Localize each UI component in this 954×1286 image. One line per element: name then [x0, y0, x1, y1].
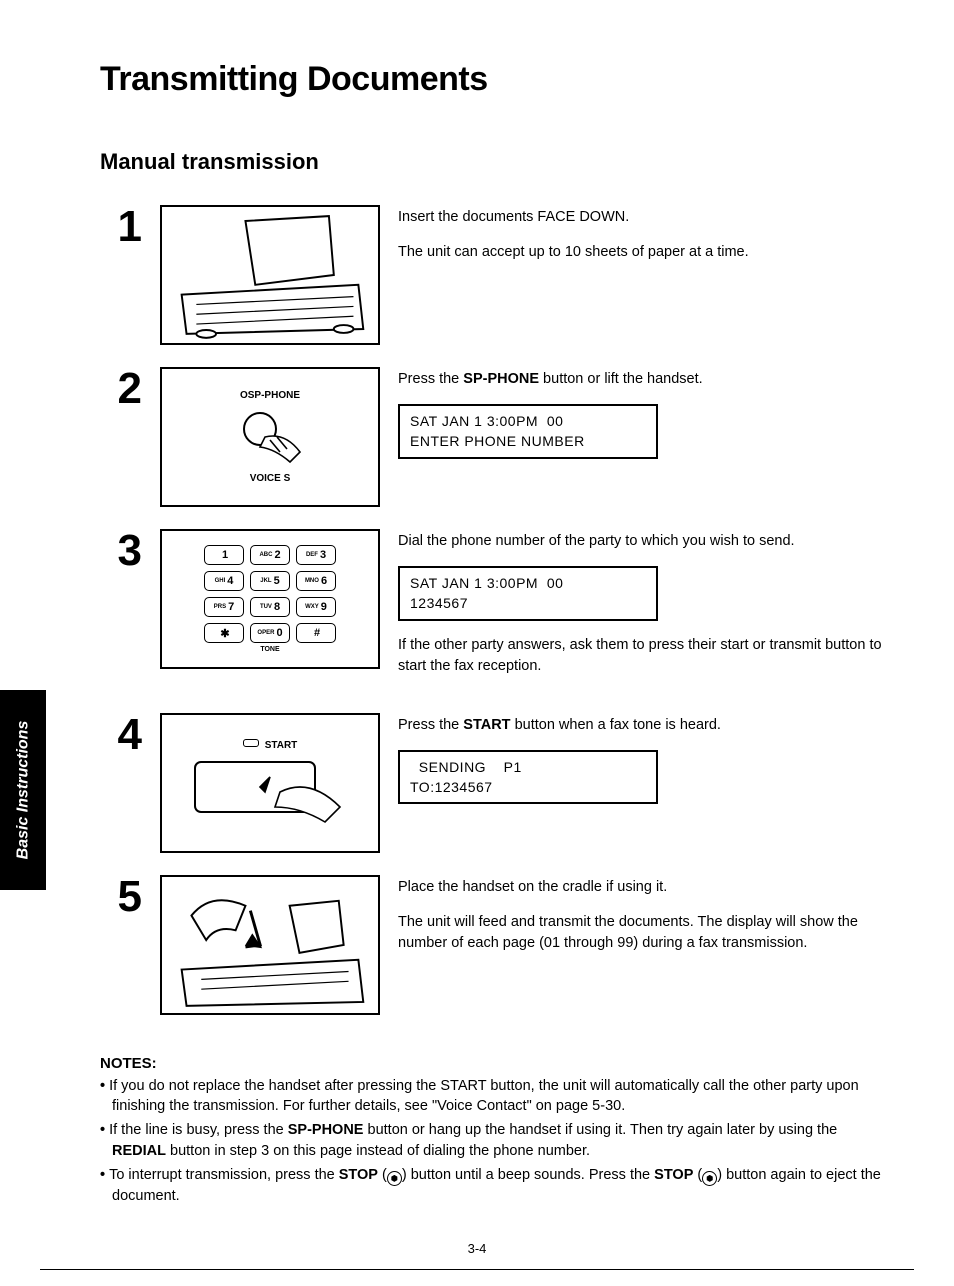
step-description: Press the START button when a fax tone i…	[398, 713, 884, 819]
lcd-display: SAT JAN 1 3:00PM 001234567	[398, 566, 658, 621]
keypad-key: TUV8	[250, 597, 290, 617]
step-illustration: OSP-PHONE VOICE S	[160, 367, 380, 507]
bold-text: REDIAL	[112, 1143, 166, 1159]
step-illustration	[160, 875, 380, 1015]
bold-text: SP-PHONE	[288, 1122, 364, 1138]
keypad-key: ABC2	[250, 545, 290, 565]
lcd-line2: 1234567	[410, 593, 646, 613]
keypad-key: WXY9	[296, 597, 336, 617]
step-illustration: 1 ABC2 DEF3 GHI4 JKL5 MNO6 PRS7 TUV8 WXY9 ✱ OPER0 #…	[160, 529, 380, 669]
bold-text: START	[463, 717, 510, 733]
lcd-line2: ENTER PHONE NUMBER	[410, 431, 646, 451]
step-number: 1	[100, 205, 142, 249]
keypad-key: DEF3	[296, 545, 336, 565]
keypad-key: #	[296, 623, 336, 643]
keypad-key: GHI4	[204, 571, 244, 591]
keypad-key: 1	[204, 545, 244, 565]
step-text: Place the handset on the cradle if using…	[398, 877, 884, 898]
step: 2 OSP-PHONE VOICE S Press the SP-PHONE b…	[100, 367, 884, 507]
stop-icon	[702, 1171, 717, 1186]
lcd-display: SENDING P1TO:1234567	[398, 750, 658, 805]
steps-container: 1 Insert the documents FACE DOWN. The uni…	[100, 205, 884, 1015]
lcd-line1: SAT JAN 1 3:00PM 00	[410, 411, 646, 431]
step-description: Place the handset on the cradle if using…	[398, 875, 884, 968]
page-number: 3-4	[0, 1241, 954, 1256]
section-subtitle: Manual transmission	[100, 149, 884, 175]
step-number: 3	[100, 529, 142, 573]
note-item: If you do not replace the handset after …	[100, 1076, 884, 1117]
step-text: Insert the documents FACE DOWN.	[398, 207, 884, 228]
step: 3 1 ABC2 DEF3 GHI4 JKL5 MNO6 PRS7 TUV8 WXY9 ✱ OPER0…	[100, 529, 884, 691]
step-description: Insert the documents FACE DOWN. The unit …	[398, 205, 884, 277]
step-number: 2	[100, 367, 142, 411]
step: 5 Place the handset on the cradle if usi…	[100, 875, 884, 1015]
lcd-display: SAT JAN 1 3:00PM 00ENTER PHONE NUMBER	[398, 404, 658, 459]
il-label-bottom: VOICE S	[250, 473, 291, 484]
step: 1 Insert the documents FACE DOWN. The uni…	[100, 205, 884, 345]
step-description: Dial the phone number of the party to wh…	[398, 529, 884, 691]
step-description: Press the SP-PHONE button or lift the ha…	[398, 367, 884, 473]
step-text-2: The unit will feed and transmit the docu…	[398, 912, 884, 954]
keypad: 1 ABC2 DEF3 GHI4 JKL5 MNO6 PRS7 TUV8 WXY9 ✱ OPER0 #	[204, 545, 336, 643]
note-item: If the line is busy, press the SP-PHONE …	[100, 1120, 884, 1161]
step: 4 START Press the START button when a fa…	[100, 713, 884, 853]
lcd-line1: SENDING P1	[410, 757, 646, 777]
step-text: Dial the phone number of the party to wh…	[398, 531, 884, 552]
keypad-key: JKL5	[250, 571, 290, 591]
step-text-2: If the other party answers, ask them to …	[398, 635, 884, 677]
footer-rule	[40, 1269, 914, 1270]
step-number: 5	[100, 875, 142, 919]
step-text-2: The unit can accept up to 10 sheets of p…	[398, 242, 884, 263]
lcd-line2: TO:1234567	[410, 777, 646, 797]
side-tab-label: Basic Instructions	[14, 721, 32, 860]
keypad-key: PRS7	[204, 597, 244, 617]
keypad-key: ✱	[204, 623, 244, 643]
notes-title: NOTES:	[100, 1055, 884, 1072]
step-illustration: START	[160, 713, 380, 853]
stop-icon	[387, 1171, 402, 1186]
step-number: 4	[100, 713, 142, 757]
step-text: Press the START button when a fax tone i…	[398, 715, 884, 736]
keypad-key: OPER0	[250, 623, 290, 643]
tone-label: TONE	[260, 646, 279, 653]
keypad-key: MNO6	[296, 571, 336, 591]
bold-text: STOP	[339, 1167, 378, 1183]
lcd-line1: SAT JAN 1 3:00PM 00	[410, 573, 646, 593]
step-illustration	[160, 205, 380, 345]
step-text: Press the SP-PHONE button or lift the ha…	[398, 369, 884, 390]
side-tab: Basic Instructions	[0, 690, 46, 890]
bold-text: STOP	[654, 1167, 693, 1183]
notes-section: NOTES: If you do not replace the handset…	[100, 1055, 884, 1206]
page-title: Transmitting Documents	[100, 60, 884, 99]
il-label-top: OSP-PHONE	[240, 390, 300, 401]
notes-list: If you do not replace the handset after …	[100, 1076, 884, 1206]
bold-text: SP-PHONE	[463, 371, 539, 387]
note-item: To interrupt transmission, press the STO…	[100, 1165, 884, 1206]
